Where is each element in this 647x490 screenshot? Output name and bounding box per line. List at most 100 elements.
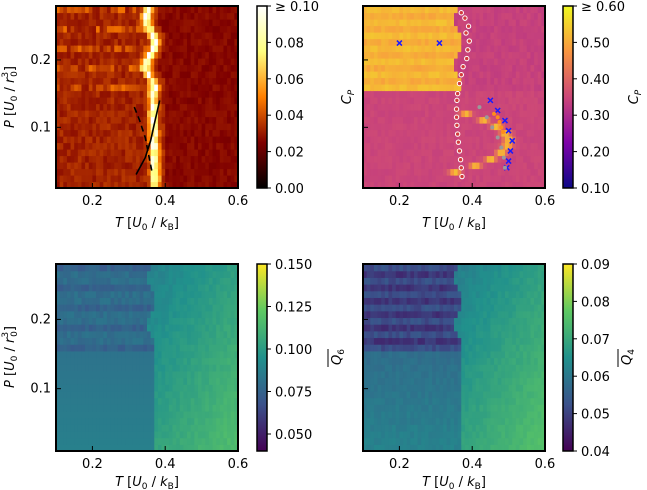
- data-point: [453, 114, 460, 120]
- heatmap-cell: [227, 12, 232, 20]
- heatmap-cell: [519, 71, 524, 79]
- heatmap-cell: [161, 417, 166, 425]
- heatmap-cell: [194, 64, 199, 72]
- heatmap-cell: [234, 270, 239, 278]
- heatmap-cell: [410, 181, 415, 189]
- heatmap-cell: [121, 181, 126, 189]
- heatmap-cell: [70, 19, 75, 27]
- heatmap-cell: [519, 58, 524, 66]
- heatmap-cell: [208, 142, 214, 150]
- heatmap-cell: [179, 377, 184, 385]
- heatmap-cell: [388, 97, 393, 105]
- heatmap-cell: [139, 417, 144, 425]
- colorbar-tick-label: 0.02: [275, 146, 304, 161]
- heatmap-cell: [121, 410, 126, 419]
- heatmap-cell: [212, 103, 217, 111]
- heatmap-cell: [413, 162, 419, 170]
- heatmap-cell: [490, 77, 495, 85]
- heatmap-cell: [88, 337, 93, 345]
- heatmap-cell: [103, 64, 108, 72]
- heatmap-cell: [154, 142, 159, 150]
- heatmap-cell: [205, 397, 210, 405]
- heatmap-cell: [56, 90, 61, 98]
- heatmap-cell: [66, 149, 72, 157]
- heatmap-cell: [103, 149, 108, 157]
- heatmap-cell: [154, 437, 159, 445]
- heatmap-cell: [96, 384, 101, 392]
- heatmap-cell: [212, 149, 217, 157]
- heatmap-cell: [421, 12, 426, 20]
- heatmap-cell: [92, 264, 97, 272]
- heatmap-cell: [117, 181, 123, 189]
- heatmap-cell: [234, 264, 239, 272]
- heatmap-cell: [161, 71, 166, 79]
- heatmap-cell: [114, 116, 119, 124]
- heatmap-cell: [74, 136, 79, 144]
- heatmap-cell: [490, 12, 495, 20]
- heatmap-cell: [392, 324, 397, 332]
- colorbar-tick-label: 0.20: [581, 146, 610, 161]
- heatmap-cell: [413, 364, 419, 372]
- heatmap-cell: [125, 110, 130, 118]
- heatmap-cell: [197, 417, 203, 425]
- heatmap-cell: [172, 290, 177, 298]
- heatmap-cell: [161, 304, 166, 312]
- heatmap-cell: [143, 264, 148, 272]
- heatmap-cell: [230, 344, 235, 352]
- heatmap-cell: [373, 277, 379, 285]
- heatmap-cell: [403, 404, 408, 412]
- heatmap-cell: [428, 397, 433, 405]
- heatmap-cell: [74, 404, 79, 412]
- heatmap-cell: [219, 77, 225, 85]
- heatmap-cell: [197, 284, 203, 292]
- heatmap-cell: [219, 12, 225, 20]
- heatmap-cell: [168, 437, 174, 445]
- heatmap-cell: [77, 51, 83, 59]
- heatmap-cell: [421, 97, 426, 105]
- heatmap-cell: [92, 424, 97, 432]
- heatmap-cell: [504, 45, 510, 53]
- heatmap-cell: [179, 290, 184, 298]
- heatmap-cell: [439, 162, 444, 170]
- heatmap-cell: [176, 424, 181, 432]
- heatmap-cell: [454, 136, 459, 144]
- heatmap-cell: [406, 71, 411, 79]
- heatmap-cell: [219, 377, 225, 385]
- heatmap-cell: [219, 103, 225, 111]
- heatmap-cell: [486, 181, 491, 189]
- heatmap-cell: [230, 350, 235, 359]
- heatmap-cell: [479, 38, 484, 46]
- heatmap-cell: [143, 51, 148, 59]
- heatmap-cell: [432, 168, 437, 176]
- heatmap-cell: [157, 264, 163, 272]
- heatmap-cell: [216, 162, 221, 170]
- heatmap-cell: [406, 397, 411, 405]
- overlay-markers: [396, 10, 516, 180]
- heatmap-cell: [205, 444, 210, 452]
- heatmap-cell: [483, 110, 488, 118]
- heatmap-cell: [504, 181, 510, 189]
- heatmap-cell: [424, 97, 430, 105]
- heatmap-cell: [70, 330, 75, 339]
- heatmap-cell: [381, 32, 386, 40]
- heatmap-cell: [366, 123, 371, 131]
- heatmap-cell: [432, 324, 437, 332]
- heatmap-cell: [388, 384, 393, 392]
- heatmap-cell: [121, 350, 126, 359]
- heatmap-cell: [439, 77, 444, 85]
- heatmap-cell: [197, 304, 203, 312]
- heatmap-cell: [446, 155, 451, 163]
- heatmap-cell: [194, 357, 199, 365]
- heatmap-cell: [212, 284, 217, 292]
- heatmap-cell: [497, 149, 502, 157]
- heatmap-cell: [125, 38, 130, 46]
- heatmap-cell: [103, 317, 108, 325]
- heatmap-cell: [132, 437, 137, 445]
- heatmap-cell: [530, 58, 535, 66]
- heatmap-cell: [139, 270, 144, 278]
- heatmap-cell: [125, 290, 130, 298]
- heatmap-cell: [165, 350, 170, 359]
- heatmap-cell: [413, 330, 419, 339]
- heatmap-cell: [85, 129, 90, 137]
- heatmap-cell: [117, 155, 123, 163]
